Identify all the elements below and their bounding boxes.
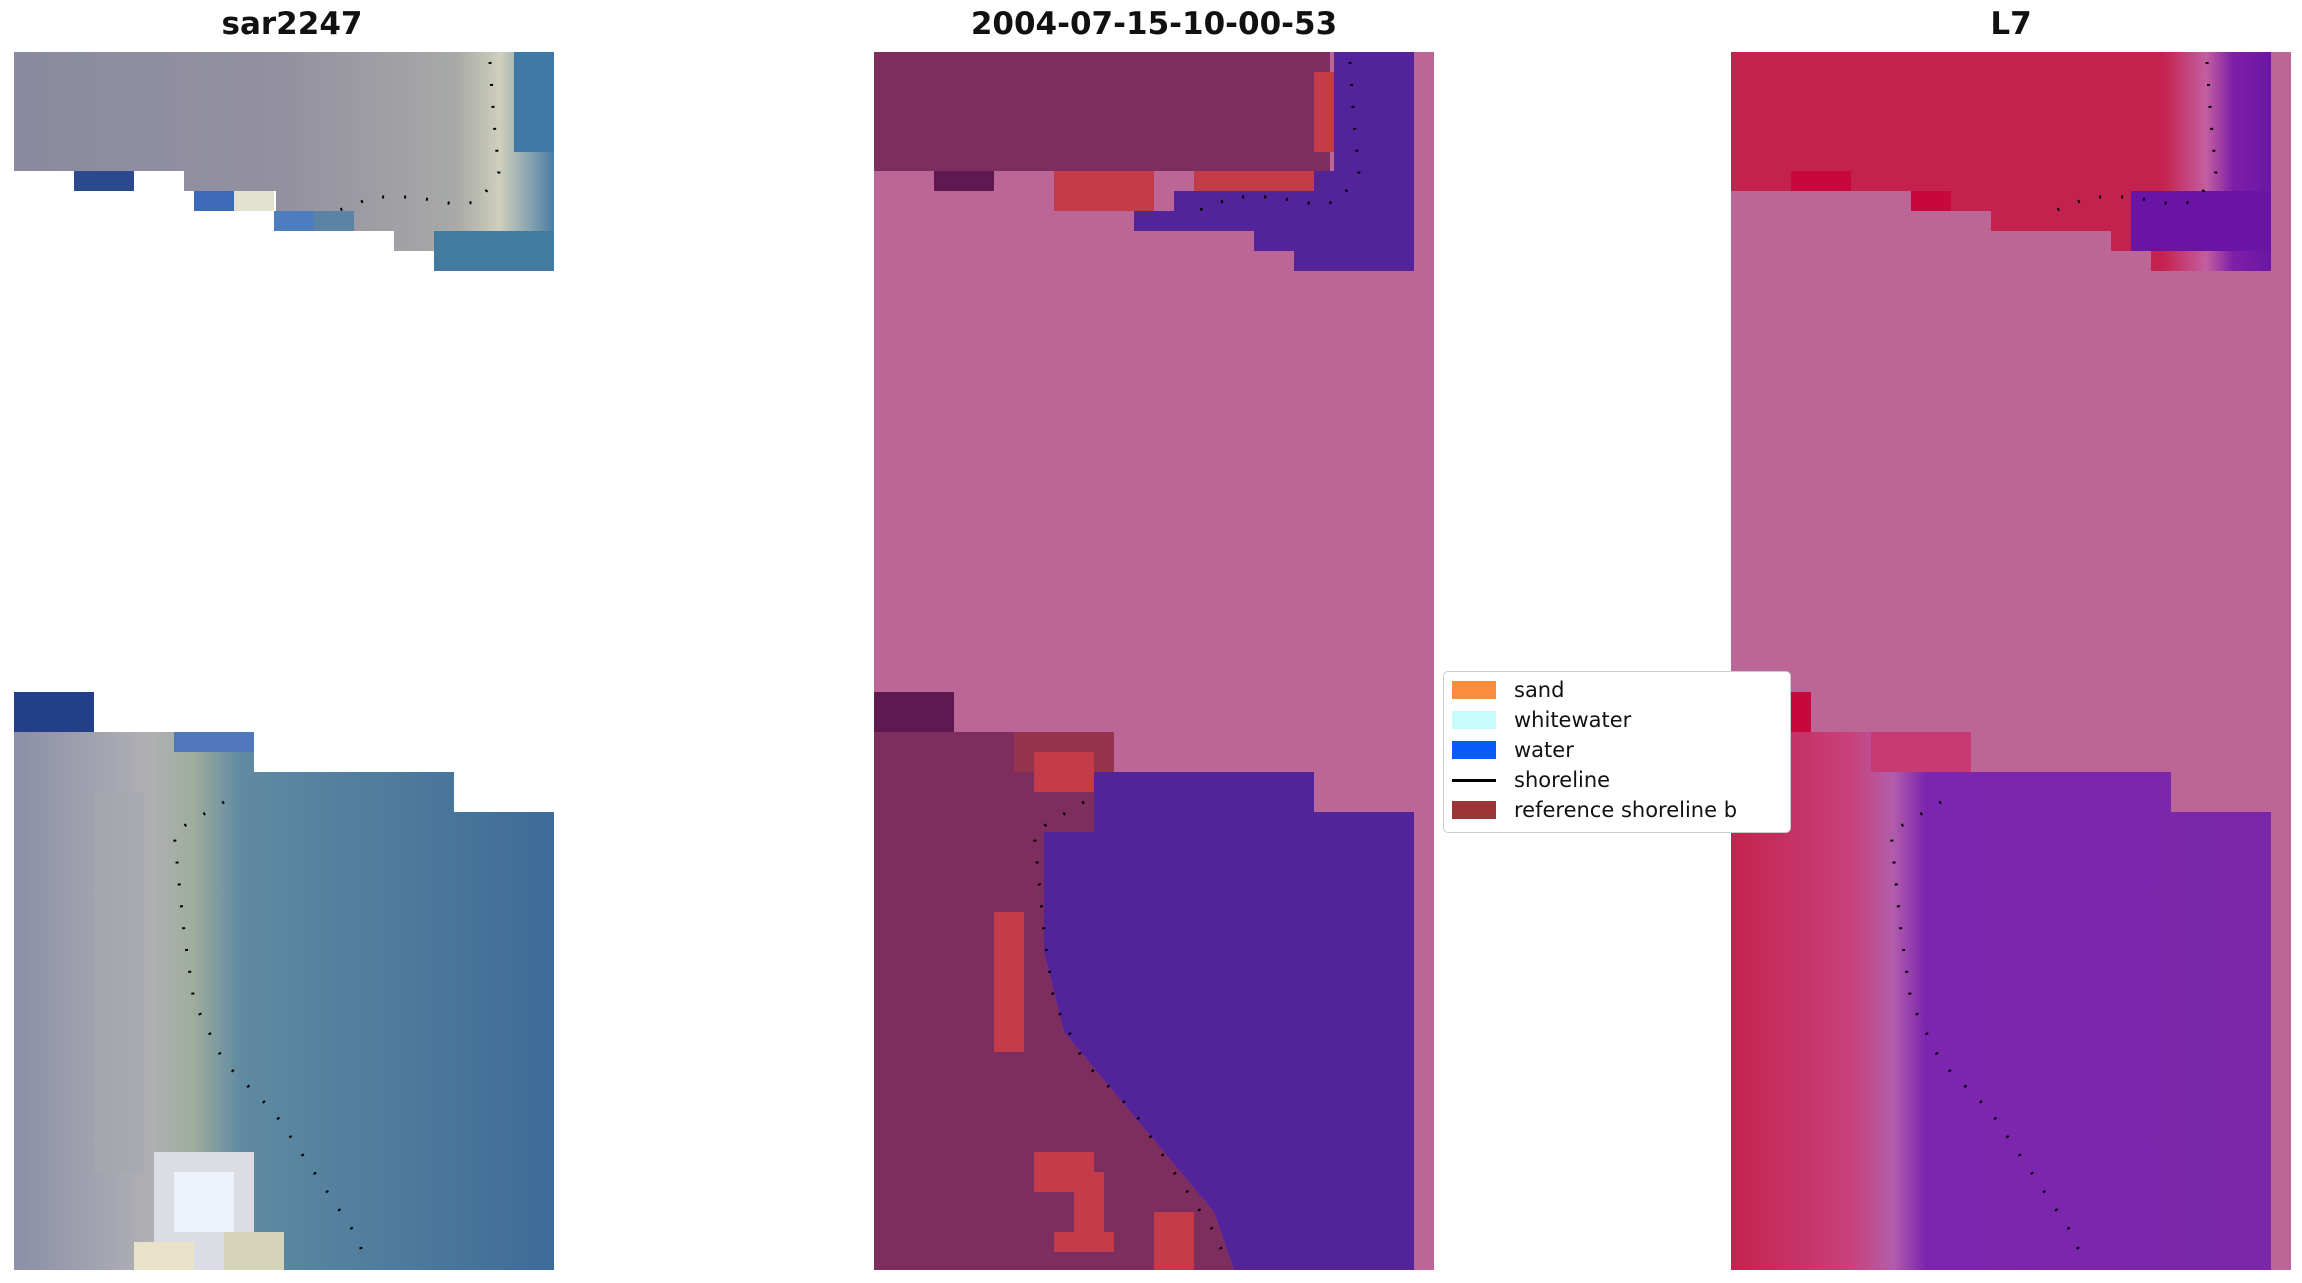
legend-label-sand: sand bbox=[1514, 678, 1565, 702]
legend: sand whitewater water shoreline referenc… bbox=[1443, 671, 1791, 833]
legend-item-reference-shoreline: reference shoreline b bbox=[1452, 797, 1737, 823]
middle-classification-panel bbox=[874, 52, 1434, 1270]
left-panel-title: sar2247 bbox=[221, 6, 363, 42]
legend-item-sand: sand bbox=[1452, 677, 1564, 703]
middle-panel-title: 2004-07-15-10-00-53 bbox=[970, 6, 1338, 42]
reference-shoreline-swatch bbox=[1452, 801, 1496, 819]
left-rgb-image-panel bbox=[14, 52, 554, 1270]
legend-label-shoreline: shoreline bbox=[1514, 768, 1611, 792]
whitewater-swatch bbox=[1452, 711, 1496, 729]
shoreline-line-swatch bbox=[1452, 778, 1496, 782]
legend-label-water: water bbox=[1514, 738, 1574, 762]
right-panel-title: L7 bbox=[1990, 6, 2032, 42]
legend-item-shoreline: shoreline bbox=[1452, 767, 1610, 793]
l7-image bbox=[1731, 52, 2291, 1270]
water-swatch bbox=[1452, 741, 1496, 759]
legend-label-reference-shoreline: reference shoreline b bbox=[1514, 798, 1738, 822]
legend-label-whitewater: whitewater bbox=[1514, 708, 1632, 732]
sand-swatch bbox=[1452, 681, 1496, 699]
legend-item-whitewater: whitewater bbox=[1452, 707, 1631, 733]
right-l7-panel bbox=[1731, 52, 2291, 1270]
rgb-image bbox=[14, 52, 554, 1270]
classification-image bbox=[874, 52, 1434, 1270]
legend-item-water: water bbox=[1452, 737, 1574, 763]
